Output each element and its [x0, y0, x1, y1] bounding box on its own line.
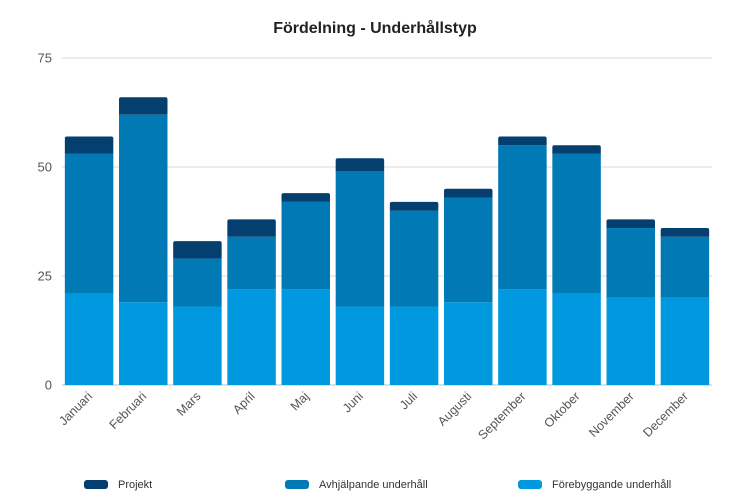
- bar-mars-series-1: [173, 258, 222, 307]
- x-tick-label: Februari: [107, 389, 150, 432]
- chart-title: Fördelning - Underhållstyp: [273, 19, 477, 37]
- bar-september-series-1: [498, 145, 547, 290]
- bar-september-series-2: [498, 136, 547, 146]
- bar-november-series-0: [606, 297, 655, 385]
- x-tick-label: December: [640, 389, 691, 440]
- bar-februari-series-1: [119, 114, 168, 303]
- bar-oktober-series-1: [552, 153, 601, 294]
- bar-maj-series-0: [281, 289, 330, 385]
- bar-maj-series-2: [281, 193, 330, 202]
- x-tick-label: September: [475, 389, 528, 442]
- legend-label: Avhjälpande underhåll: [319, 479, 428, 491]
- bar-augusti-series-1: [444, 197, 493, 303]
- bar-augusti-series-2: [444, 188, 493, 198]
- bar-december-series-1: [660, 236, 710, 298]
- x-tick-label: November: [586, 389, 637, 440]
- bar-juli-series-2: [389, 201, 439, 211]
- bar-mars-series-2: [173, 241, 222, 259]
- y-tick-label: 75: [38, 51, 52, 66]
- bar-maj-series-1: [281, 201, 330, 290]
- bar-april-series-1: [227, 236, 276, 290]
- x-axis-labels: Januari Februari Mars April Maj Juni Juli Augus…: [56, 389, 691, 442]
- bars-layer: [64, 97, 710, 385]
- bar-februari-series-0: [119, 302, 168, 385]
- bar-september-series-0: [498, 289, 547, 385]
- x-tick-label: April: [230, 389, 258, 417]
- y-tick-label: 50: [38, 160, 52, 175]
- legend-swatch: [285, 480, 309, 489]
- bar-juni-series-2: [335, 158, 385, 172]
- bar-januari-series-2: [64, 136, 114, 154]
- legend-swatch: [84, 480, 108, 489]
- bar-januari-series-0: [64, 293, 114, 385]
- x-tick-label: Oktober: [541, 389, 582, 430]
- bar-februari-series-2: [119, 97, 168, 115]
- bar-november-series-1: [606, 228, 655, 298]
- bar-juni-series-0: [335, 306, 385, 385]
- bar-december-series-2: [660, 228, 710, 237]
- bar-juni-series-1: [335, 171, 385, 307]
- legend-label: Förebyggande underhåll: [552, 479, 671, 491]
- legend-swatch: [518, 480, 542, 489]
- bar-april-series-2: [227, 219, 276, 237]
- bar-december-series-0: [660, 297, 710, 385]
- x-tick-label: Juli: [397, 389, 420, 412]
- x-tick-label: Januari: [56, 389, 95, 428]
- x-tick-label: Mars: [174, 389, 204, 419]
- y-tick-label: 25: [38, 269, 52, 284]
- legend: Projekt Avhjälpande underhåll Förebyggande…: [84, 479, 671, 491]
- bar-augusti-series-0: [444, 302, 493, 385]
- bar-juli-series-1: [389, 210, 439, 307]
- bar-november-series-2: [606, 219, 655, 229]
- bar-mars-series-0: [173, 306, 222, 385]
- x-tick-label: Juni: [340, 389, 366, 415]
- bar-april-series-0: [227, 289, 276, 385]
- bar-oktober-series-0: [552, 293, 601, 385]
- legend-label: Projekt: [118, 479, 152, 491]
- y-tick-label: 0: [45, 378, 52, 393]
- bar-juli-series-0: [389, 306, 439, 385]
- x-tick-label: Augusti: [435, 389, 474, 428]
- grid-layer: 0 25 50 75: [38, 51, 712, 393]
- x-tick-label: Maj: [288, 389, 312, 413]
- bar-oktober-series-2: [552, 145, 601, 154]
- bar-januari-series-1: [64, 153, 114, 294]
